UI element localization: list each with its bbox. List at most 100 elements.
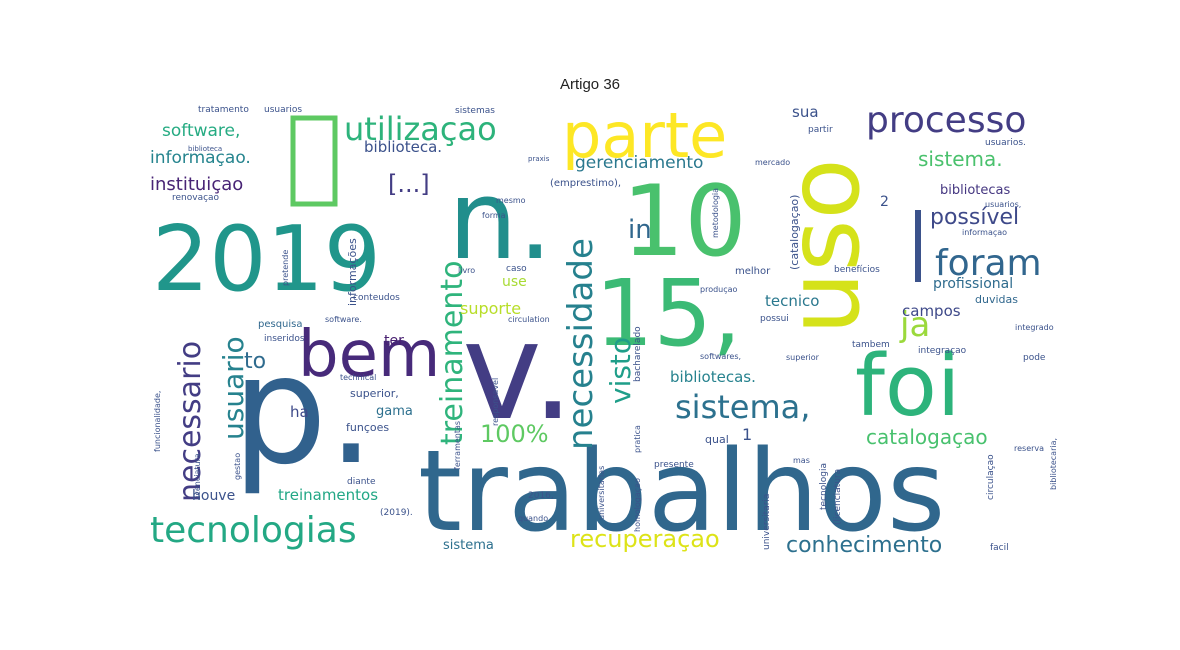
word-licenciatura: (licenciatura: [833, 469, 843, 525]
word-houve: houve: [192, 488, 235, 504]
word-suporte: suporte: [460, 299, 521, 318]
word-facil: facil: [990, 543, 1009, 553]
word-homologacao: homologaçao: [633, 478, 642, 532]
word-integracao: integraçao: [918, 346, 967, 356]
word-bibliotecas: bibliotecas.: [670, 368, 756, 386]
word-ter: ter: [384, 333, 404, 349]
word-responsavel: responsavel: [491, 378, 500, 426]
word-tecnico: tecnico: [765, 292, 819, 310]
word-processo: processo: [866, 100, 1026, 141]
word-treinamentos: treinamentos: [278, 486, 378, 504]
word-informacao: informaçao.: [150, 148, 251, 168]
word-use: use: [502, 274, 527, 290]
word-software: software.: [325, 315, 362, 324]
word-trabalhos: trabalhos: [418, 427, 945, 557]
word-ferramentas: ferramentas: [453, 421, 462, 470]
word-in: in: [628, 215, 652, 245]
word-inseridos: inseridos: [264, 334, 305, 344]
word-tratamento: tratamento: [198, 105, 249, 115]
word-campos: campos: [902, 302, 961, 320]
word-sistema: sistema,: [675, 388, 810, 426]
word-possivel: possível: [930, 205, 1019, 230]
word-treinamento: treinamento: [435, 261, 470, 445]
word-duvidas: duvidas: [975, 293, 1018, 306]
word-2016: 2016,: [528, 491, 554, 501]
word-circulacao: circulaçao: [986, 454, 996, 500]
word-biblioteca: biblioteca: [188, 145, 222, 153]
word-usuarios: usuarios.: [985, 138, 1026, 148]
word-parte: parte: [562, 99, 727, 172]
word-biblioteca: biblioteca.: [364, 138, 442, 156]
word-bibliotecas: bibliotecas: [940, 183, 1011, 198]
word-pesquisa: pesquisa: [258, 319, 303, 330]
word-universitarias: universitarias: [597, 466, 606, 520]
word-instituicao: instituiçao: [150, 174, 243, 195]
word-universitaria: universitaria: [762, 494, 772, 550]
word-software: software,: [162, 121, 240, 141]
word-melhor: melhor: [735, 266, 771, 277]
word-recuperacao: recuperaçao: [570, 525, 720, 553]
word-mas: mas: [793, 456, 810, 465]
word-qual: qual: [705, 433, 729, 446]
word-ha: ha: [290, 403, 309, 421]
word-sistema: sistema.: [918, 147, 1003, 171]
word-forma: forma: [482, 211, 506, 220]
word-utilizacao: utilizaçao: [344, 110, 497, 148]
word-usuarios: usuarios: [264, 105, 302, 115]
word-2: 2: [880, 194, 889, 210]
word-circulation: circulation: [508, 315, 550, 324]
word-presente: presente: [654, 460, 694, 470]
word-quando: quando: [518, 514, 548, 523]
decorative-box: [290, 115, 338, 207]
word-informacao: informaçao: [962, 228, 1007, 237]
word-renovacao: renovaçao: [172, 193, 220, 203]
word-producao: produçao: [700, 285, 738, 294]
word-gerenciamento: gerenciamento: [575, 153, 703, 173]
word-technical: technical: [340, 373, 376, 382]
word-superior: superior: [786, 353, 820, 362]
word-tambem: tambem: [852, 340, 890, 350]
word-15: 15,: [595, 260, 741, 367]
word-possui: possui: [760, 314, 789, 324]
word-sua: sua: [792, 103, 819, 121]
word-visto: visto: [604, 337, 637, 404]
word-gestao: gestao: [233, 453, 242, 480]
word-foi: foi: [855, 337, 961, 436]
word-beneficios: benefícios: [834, 265, 880, 275]
word-partir: partir: [808, 125, 833, 135]
word-usuario: usuario: [217, 336, 250, 440]
word-2019: (2019).: [380, 508, 413, 518]
word-caso: caso: [506, 264, 527, 274]
word-funcionalidade: funcionalidade,: [153, 391, 162, 452]
word-conhecimento: conhecimento: [786, 533, 942, 558]
word-bibliotecaria: bibliotecaria,: [1049, 438, 1058, 490]
word-mercado: mercado: [755, 158, 790, 167]
word-bem: bem: [298, 318, 440, 392]
word-emprestimo: (emprestimo),: [550, 178, 621, 189]
word-gama: gama: [376, 404, 413, 419]
word-mesmo: mesmo: [496, 196, 526, 205]
word-usuarios: usuarios,: [985, 200, 1021, 209]
word-pratica: pratica: [633, 425, 642, 453]
word-funcoes: funçoes: [346, 421, 389, 434]
word-necessidade: necessidade: [561, 238, 601, 450]
word-catalogacao: (catalogaçao): [788, 195, 801, 270]
word-diante: diante: [347, 477, 376, 487]
word-sistema: sistema: [443, 538, 494, 553]
word-foram: foram: [935, 243, 1042, 284]
word-praxis: praxis: [528, 155, 550, 163]
word-tecnologia: tecnologia: [819, 463, 829, 510]
word-pretende: pretende: [281, 250, 290, 286]
word-profissional: profissional: [933, 276, 1013, 292]
word-symbol: [...]: [388, 170, 430, 198]
word-conteudos: conteudos: [353, 293, 400, 303]
word-10: 10: [622, 165, 747, 279]
word-2019: 2019: [152, 207, 381, 312]
word-ja: ja: [899, 305, 930, 345]
word-softwares: softwares,: [700, 352, 741, 361]
word-v: v.: [462, 293, 574, 450]
word-catalogacao: catalogaçao: [866, 425, 988, 449]
word-bacharelado: bacharelado: [633, 326, 643, 382]
word-integrado: integrado: [1015, 323, 1054, 332]
